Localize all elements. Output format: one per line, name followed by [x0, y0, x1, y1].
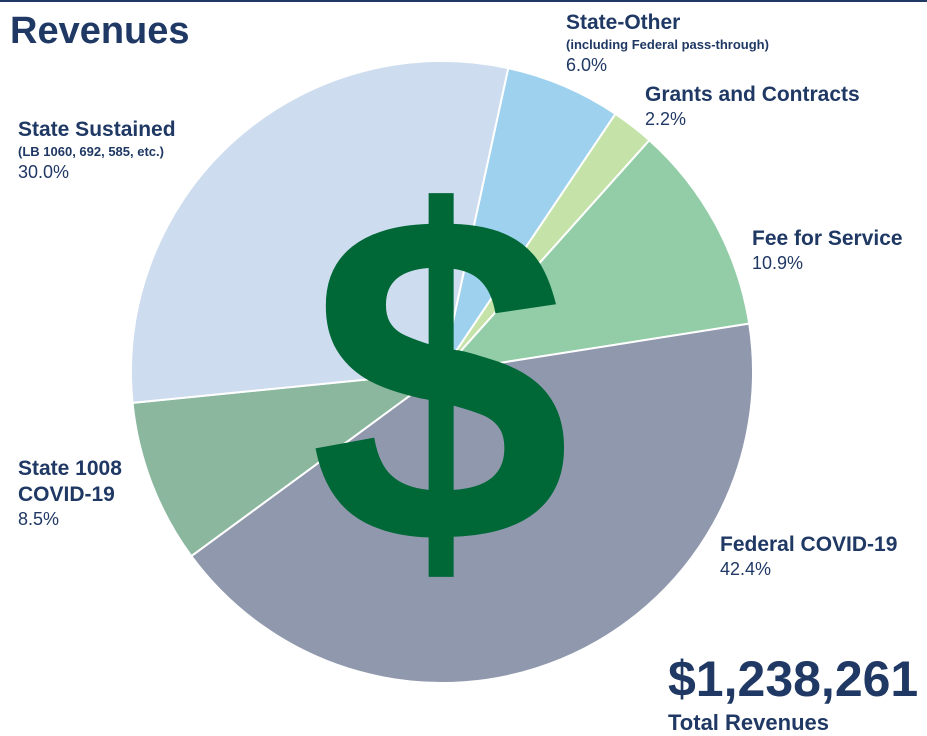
slice-label: State Sustained (LB 1060, 692, 585, etc.)… — [18, 117, 278, 183]
slice-name: Fee for Service — [752, 227, 903, 250]
slice-name: Grants and Contracts — [645, 83, 860, 106]
slice-value: 2.2% — [645, 109, 687, 129]
slice-label: State 1008 COVID-19 8.5% — [18, 456, 148, 530]
slice-name: State Sustained — [18, 118, 176, 141]
slice-value: 42.4% — [720, 559, 772, 579]
slice-sublabel: (including Federal pass-through) — [566, 37, 769, 52]
slice-value: 8.5% — [18, 509, 60, 529]
slice-value: 10.9% — [752, 253, 804, 273]
pie-slice — [131, 370, 446, 558]
slice-name: State 1008 COVID-19 — [18, 457, 122, 506]
slice-name: State-Other — [566, 11, 681, 34]
slice-sublabel: (LB 1060, 692, 585, etc.) — [18, 144, 164, 159]
total-amount: $1,238,261 — [668, 651, 919, 707]
slice-value: 30.0% — [18, 162, 70, 182]
total-caption: Total Revenues — [668, 710, 829, 735]
slice-label: Grants and Contracts 2.2% — [645, 82, 925, 130]
slice-label: Fee for Service 10.9% — [752, 226, 927, 274]
pie-slice — [130, 60, 510, 404]
pie-slice — [189, 322, 754, 684]
dollar-icon: $ — [309, 117, 570, 642]
slice-name: Federal COVID-19 — [720, 533, 898, 556]
slice-value: 6.0% — [566, 55, 608, 75]
slice-label: Federal COVID-19 42.4% — [720, 532, 925, 580]
chart-title: Revenues — [10, 10, 190, 52]
slice-label: State-Other (including Federal pass-throu… — [566, 10, 926, 76]
pie-slice — [439, 138, 751, 374]
